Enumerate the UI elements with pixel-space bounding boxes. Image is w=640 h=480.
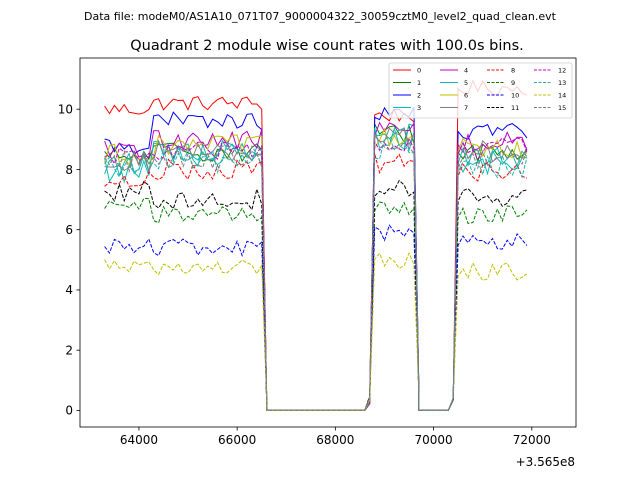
plot-area [104, 79, 528, 411]
y-tick-label-1: 2 [65, 343, 73, 357]
series-line-13 [104, 136, 528, 411]
legend-label-13: 13 [558, 79, 566, 87]
series-line-11 [104, 179, 527, 411]
legend-box [388, 62, 573, 119]
x-offset-label: +3.565e8 [516, 455, 575, 469]
x-tick-label-4: 72000 [513, 433, 551, 447]
legend-label-0: 0 [417, 66, 421, 74]
y-tick-label-4: 8 [65, 163, 73, 177]
data-file-label: Data file: modeM0/AS1A10_071T07_90000043… [84, 10, 557, 23]
y-tick-label-0: 0 [65, 404, 73, 418]
y-tick-label-5: 10 [58, 103, 73, 117]
axes-frame [79, 57, 577, 428]
series-line-8 [104, 153, 528, 411]
x-tick-label-1: 66000 [218, 433, 256, 447]
y-tick-label-3: 6 [65, 223, 73, 237]
series-line-15 [104, 132, 528, 411]
series-line-14 [104, 251, 528, 411]
legend-label-4: 4 [464, 66, 468, 74]
y-tick-label-2: 4 [65, 283, 73, 297]
x-tick-label-2: 68000 [316, 433, 354, 447]
x-tick-label-0: 64000 [120, 433, 158, 447]
legend-label-7: 7 [464, 104, 468, 112]
legend-label-14: 14 [558, 91, 566, 99]
chart-title: Quadrant 2 module wise count rates with … [130, 38, 524, 54]
series-line-9 [104, 197, 528, 411]
legend-label-15: 15 [558, 104, 566, 112]
legend-label-8: 8 [511, 66, 515, 74]
legend-label-1: 1 [417, 79, 421, 87]
legend-label-6: 6 [464, 91, 468, 99]
series-line-12 [104, 137, 528, 411]
legend-label-5: 5 [464, 79, 468, 87]
legend-label-2: 2 [417, 91, 421, 99]
legend-label-11: 11 [511, 104, 519, 112]
legend-label-3: 3 [417, 104, 421, 112]
legend-label-10: 10 [511, 91, 519, 99]
series-line-10 [104, 224, 528, 411]
legend-label-12: 12 [558, 66, 566, 74]
x-tick-label-3: 70000 [414, 433, 452, 447]
legend-label-9: 9 [511, 79, 515, 87]
series-line-0 [104, 79, 528, 411]
